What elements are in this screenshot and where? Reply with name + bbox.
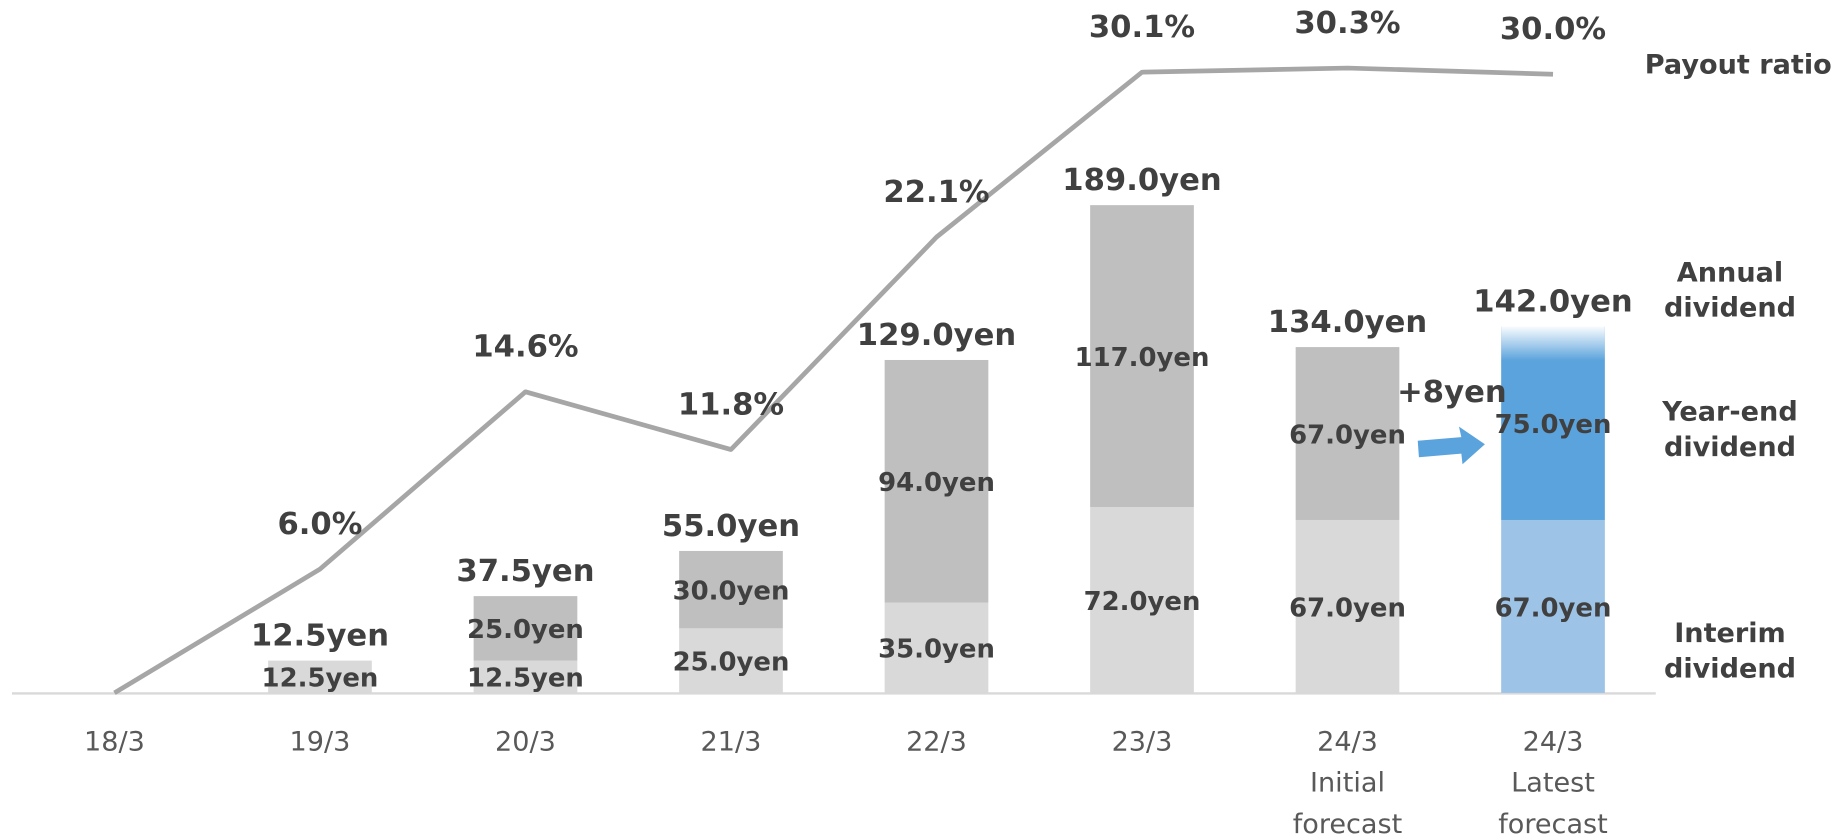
fade	[1501, 325, 1605, 361]
legend-label: Payout ratio	[1645, 49, 1832, 80]
line-label: 14.6%	[472, 330, 578, 365]
line-label: 6.0%	[277, 507, 362, 542]
total-label: 37.5yen	[456, 554, 594, 589]
x-tick-label: 24/3 Initial forecast	[1293, 726, 1403, 839]
payout-line	[113, 65, 1554, 695]
line-label: 30.1%	[1089, 10, 1195, 45]
x-tick-label: 20/3	[495, 726, 556, 757]
total-label: 55.0yen	[662, 509, 800, 544]
total-label: 189.0yen	[1062, 163, 1221, 198]
x-tick-label: 22/3	[906, 726, 967, 757]
total-label: 12.5yen	[251, 619, 389, 654]
line-label: 11.8%	[678, 387, 784, 422]
data-label: 30.0yen	[673, 577, 790, 607]
data-label: 67.0yen	[1495, 593, 1612, 623]
bar-segment	[679, 550, 783, 629]
bar-segment	[473, 660, 578, 693]
bar-segment	[1295, 519, 1400, 693]
total-label: 129.0yen	[857, 318, 1016, 353]
bar-segment	[1090, 205, 1194, 508]
bar-segment	[884, 602, 989, 693]
data-label: 67.0yen	[1289, 420, 1406, 450]
data-label: 67.0yen	[1289, 593, 1406, 623]
bar-segment	[1090, 507, 1194, 693]
data-label: 25.0yen	[673, 647, 790, 677]
data-label: 25.0yen	[467, 615, 584, 645]
bar-segment	[1501, 519, 1605, 693]
x-tick-label: 21/3	[701, 726, 762, 757]
annotation: +8yen	[1397, 375, 1507, 410]
line-label: 30.0%	[1500, 12, 1606, 47]
data-label: 117.0yen	[1075, 343, 1210, 373]
data-label: 75.0yen	[1495, 410, 1612, 440]
arrow	[1417, 426, 1485, 465]
bar-segment	[884, 359, 989, 603]
legend-label: Interim dividend	[1664, 617, 1796, 683]
data-label: 35.0yen	[878, 635, 995, 665]
total-label: 142.0yen	[1473, 284, 1632, 319]
x-tick-label: 18/3	[84, 726, 145, 757]
bar-segment	[1295, 347, 1400, 520]
bar-segment	[679, 628, 783, 693]
bar-segment	[473, 596, 578, 661]
line-label: 30.3%	[1294, 6, 1400, 41]
x-tick-label: 19/3	[290, 726, 351, 757]
line-label: 22.1%	[883, 175, 989, 210]
x-tick-label: 24/3 Latest forecast	[1498, 726, 1608, 839]
bar-segment	[268, 660, 372, 693]
data-label: 12.5yen	[262, 664, 379, 694]
legend-label: Year-end dividend	[1661, 396, 1797, 462]
data-label: 12.5yen	[467, 664, 584, 694]
x-tick-label: 23/3	[1112, 726, 1173, 757]
data-label: 94.0yen	[878, 468, 995, 498]
total-label: 134.0yen	[1268, 305, 1427, 340]
data-label: 72.0yen	[1084, 587, 1201, 617]
legend-label: Annual dividend	[1664, 257, 1796, 323]
